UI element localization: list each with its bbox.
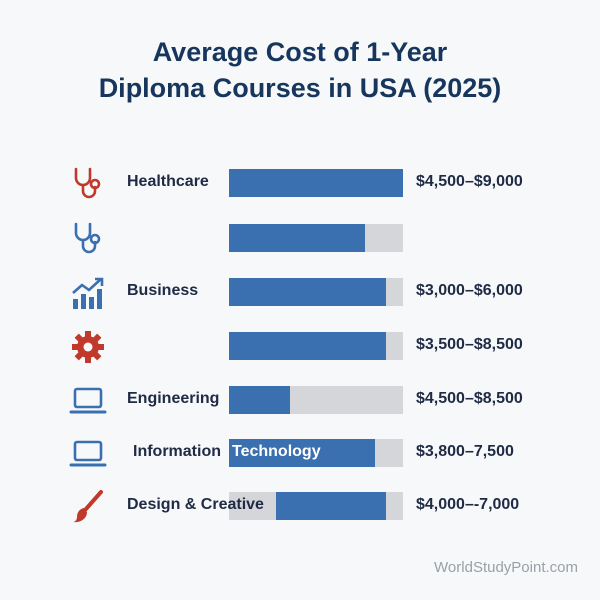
chart-row: $3,500–$8,500 — [0, 326, 600, 366]
stethoscope-icon — [68, 166, 108, 202]
value-label: $4,500–$8,500 — [416, 390, 523, 407]
bar-track — [229, 386, 403, 414]
category-label: Healthcare — [127, 173, 209, 190]
value-label: $4,000–-7,000 — [416, 496, 520, 513]
chart-title-line-1: Average Cost of 1-Year — [152, 37, 448, 67]
chart-title: Average Cost of 1-Year Diploma Courses i… — [0, 34, 600, 106]
bar-track — [229, 492, 403, 520]
bar — [276, 492, 386, 520]
category-label: Engineering — [127, 390, 220, 407]
laptop-icon — [68, 383, 108, 419]
bar — [229, 332, 386, 360]
bar — [229, 439, 375, 467]
bar-track — [229, 224, 403, 252]
chart-row: Business $3,000–$6,000 — [0, 272, 600, 312]
bar — [229, 169, 403, 197]
category-label-in-bar: Technology — [232, 443, 321, 460]
stethoscope-icon — [68, 221, 108, 257]
laptop-icon — [68, 436, 108, 472]
chart-row: Information Technology $3,800–7,500 — [0, 433, 600, 473]
bar — [229, 224, 365, 252]
bar — [229, 386, 290, 414]
growth-chart-icon — [68, 275, 108, 311]
chart-title-line-2: Diploma Courses in USA (2025) — [98, 73, 502, 103]
value-label: $3,000–$6,000 — [416, 282, 523, 299]
gear-icon — [68, 329, 108, 365]
bar-track — [229, 439, 403, 467]
chart-row: Design & Creative $4,000–-7,000 — [0, 486, 600, 526]
value-label: $3,500–$8,500 — [416, 336, 523, 353]
bar-track — [229, 169, 403, 197]
category-label: Design & Creative — [127, 496, 264, 513]
value-label: $4,500–$9,000 — [416, 173, 523, 190]
watermark: WorldStudyPoint.com — [434, 559, 578, 576]
chart-row: Engineering $4,500–$8,500 — [0, 380, 600, 420]
bar-track — [229, 278, 403, 306]
bar-track — [229, 332, 403, 360]
paintbrush-icon — [68, 489, 108, 525]
category-label: Information — [133, 443, 221, 460]
value-label: $3,800–7,500 — [416, 443, 514, 460]
chart-row — [0, 218, 600, 258]
category-label: Business — [127, 282, 199, 299]
chart-row: Healthcare $4,500–$9,000 — [0, 163, 600, 203]
bar — [229, 278, 386, 306]
